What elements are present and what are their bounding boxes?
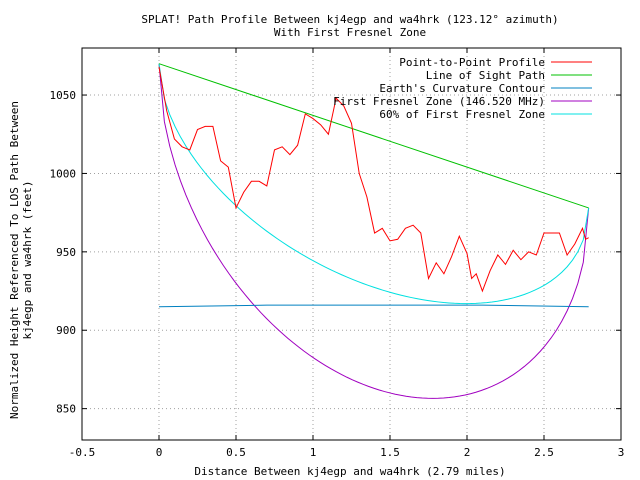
- y-axis-label-line-1: Normalized Height Referenced To LOS Path…: [8, 101, 21, 419]
- x-tick-label: 1.5: [380, 446, 400, 459]
- series-line-2: [158, 304, 589, 308]
- legend-label: 60% of First Fresnel Zone: [379, 108, 545, 121]
- y-axis-label-line-2: kj4egp and wa4hrk (feet): [21, 181, 34, 340]
- legend-label: Point-to-Point Profile: [399, 56, 545, 69]
- chart-subtitle: With First Fresnel Zone: [274, 26, 426, 39]
- x-tick-label: 0: [156, 446, 163, 459]
- y-tick-label: 1000: [50, 167, 77, 180]
- y-tick-label: 900: [56, 324, 76, 337]
- x-tick-label: 2: [464, 446, 471, 459]
- legend-label: Earth's Curvature Contour: [379, 82, 545, 95]
- series-lines: [158, 63, 590, 399]
- x-tick-label: 1: [310, 446, 317, 459]
- grid-lines: [82, 48, 621, 440]
- series-line-0: [158, 66, 589, 293]
- legend-label: Line of Sight Path: [426, 69, 545, 82]
- y-tick-label: 950: [56, 246, 76, 259]
- legend-label: First Fresnel Zone (146.520 MHz): [333, 95, 545, 108]
- x-tick-label: 3: [618, 446, 625, 459]
- series-line-3: [158, 63, 590, 399]
- series-line-1: [158, 63, 589, 209]
- y-tick-label: 1050: [50, 89, 77, 102]
- y-tick-label: 850: [56, 403, 76, 416]
- x-tick-label: 2.5: [534, 446, 554, 459]
- x-axis-label: Distance Between kj4egp and wa4hrk (2.79…: [194, 465, 505, 478]
- series-line-4: [158, 63, 590, 305]
- chart-title: SPLAT! Path Profile Between kj4egp and w…: [141, 13, 558, 26]
- plot-border: [81, 47, 622, 441]
- axis-ticks: -0.5 0 0.5 1 1.5 2 2.5 3 850 900 950 1000 1050: [50, 48, 625, 459]
- x-tick-label: 0.5: [226, 446, 246, 459]
- x-tick-label: -0.5: [69, 446, 96, 459]
